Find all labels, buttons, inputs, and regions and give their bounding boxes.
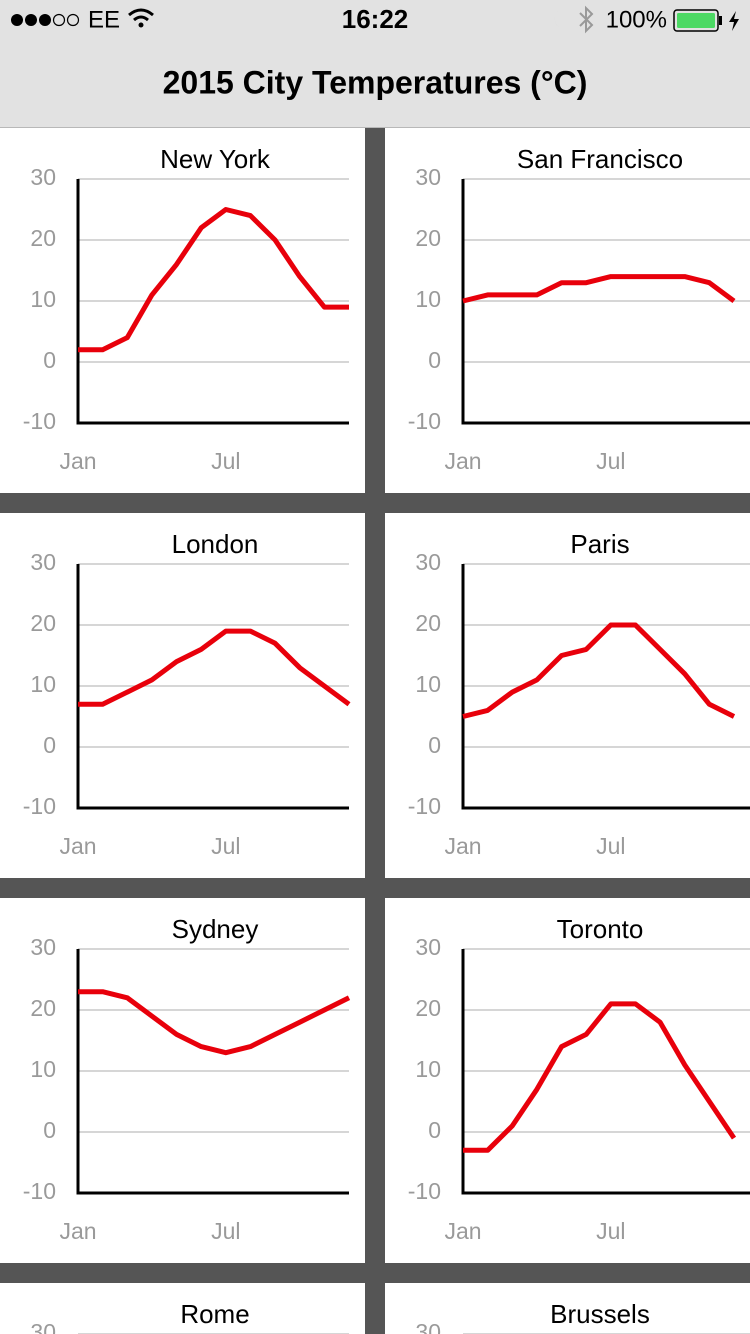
x-tick-label: Jul: [211, 448, 240, 474]
battery-icon: [673, 9, 739, 32]
chart-card: New York -10 0 10 20 30 Jan Jul: [0, 128, 365, 493]
temperature-line: [462, 622, 736, 719]
y-tick-label: 30: [415, 934, 441, 960]
y-tick-label: 20: [30, 995, 56, 1021]
y-tick-label: 10: [30, 671, 56, 697]
y-tick-label: 30: [30, 164, 56, 190]
y-tick-label: -10: [408, 408, 441, 434]
x-tick-label: Jan: [59, 1218, 96, 1244]
chart-card: London -10 0 10 20 30 Jan Jul: [0, 513, 365, 878]
x-tick-label: Jan: [59, 833, 96, 859]
y-tick-label: 10: [415, 1056, 441, 1082]
chart-card: Toronto -10 0 10 20 30 Jan Jul: [385, 898, 750, 1263]
y-tick-label: -10: [408, 1178, 441, 1204]
y-tick-label: 20: [415, 610, 441, 636]
y-tick-label: 20: [30, 610, 56, 636]
y-tick-label: 0: [43, 732, 56, 758]
chart-title: Rome: [180, 1299, 249, 1329]
x-tick-label: Jan: [59, 448, 96, 474]
y-tick-label: -10: [23, 1178, 56, 1204]
y-tick-label: 30: [415, 549, 441, 575]
y-tick-label: -10: [23, 408, 56, 434]
card-background: [0, 128, 365, 493]
y-tick-label: 0: [43, 1117, 56, 1143]
chart-card: San Francisco -10 0 10 20 30 Jan Jul: [385, 128, 750, 493]
nav-title: 2015 City Temperatures (°C): [163, 64, 588, 100]
y-tick-label: 20: [30, 225, 56, 251]
carrier: EE: [88, 6, 120, 33]
card-background: [0, 513, 365, 878]
x-tick-label: Jul: [211, 833, 240, 859]
y-tick-label: 30: [415, 164, 441, 190]
y-tick-label: -10: [23, 793, 56, 819]
signal: [11, 13, 80, 27]
card-background: [385, 513, 750, 878]
y-tick-label: 20: [415, 995, 441, 1021]
y-tick-label: 30: [30, 934, 56, 960]
card-background: [0, 898, 365, 1263]
y-tick-label: 30: [415, 1319, 441, 1334]
x-tick-label: Jan: [444, 448, 481, 474]
chart-card: Sydney -10 0 10 20 30 Jan Jul: [0, 898, 365, 1263]
temperature-line: [462, 274, 736, 304]
chart-title: New York: [160, 144, 271, 174]
chart-title: San Francisco: [517, 144, 683, 174]
y-tick-label: 10: [415, 286, 441, 312]
y-tick-label: 20: [415, 225, 441, 251]
y-tick-label: 10: [30, 286, 56, 312]
bluetooth-icon: [579, 5, 594, 34]
x-tick-label: Jul: [211, 1218, 240, 1244]
x-tick-label: Jul: [596, 1218, 625, 1244]
y-tick-label: 0: [43, 347, 56, 373]
chart-title: Toronto: [557, 914, 644, 944]
y-tick-label: -10: [408, 793, 441, 819]
temperature-line: [78, 989, 351, 1056]
temperature-line: [78, 207, 349, 353]
x-tick-label: Jul: [596, 448, 625, 474]
card-background: [385, 898, 750, 1263]
x-tick-label: Jan: [444, 1218, 481, 1244]
card-background: [385, 128, 750, 493]
x-tick-label: Jan: [444, 833, 481, 859]
chart-card: Paris -10 0 10 20 30 Jan Jul: [385, 513, 750, 878]
chart-title: Sydney: [172, 914, 259, 944]
x-tick-label: Jul: [596, 833, 625, 859]
card-background: [0, 1283, 365, 1334]
y-tick-label: 0: [428, 347, 441, 373]
wifi-icon: [128, 8, 154, 28]
temperature-line: [463, 1001, 737, 1153]
header: [0, 0, 750, 128]
y-tick-label: 10: [415, 671, 441, 697]
y-tick-label: 0: [428, 1117, 441, 1143]
y-tick-label: 0: [428, 732, 441, 758]
y-tick-label: 30: [30, 1319, 56, 1334]
time: 16:22: [342, 4, 409, 34]
chart-title: Paris: [570, 529, 629, 559]
chart-title: Brussels: [550, 1299, 650, 1329]
battery-percent: 100%: [606, 6, 667, 33]
y-tick-label: 30: [30, 549, 56, 575]
card-background: [385, 1283, 750, 1334]
chart-title: London: [172, 529, 259, 559]
temperature-line: [78, 628, 351, 707]
y-tick-label: 10: [30, 1056, 56, 1082]
